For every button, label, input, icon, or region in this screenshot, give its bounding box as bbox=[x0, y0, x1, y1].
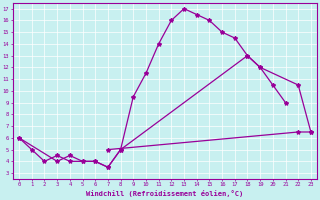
X-axis label: Windchill (Refroidissement éolien,°C): Windchill (Refroidissement éolien,°C) bbox=[86, 190, 244, 197]
